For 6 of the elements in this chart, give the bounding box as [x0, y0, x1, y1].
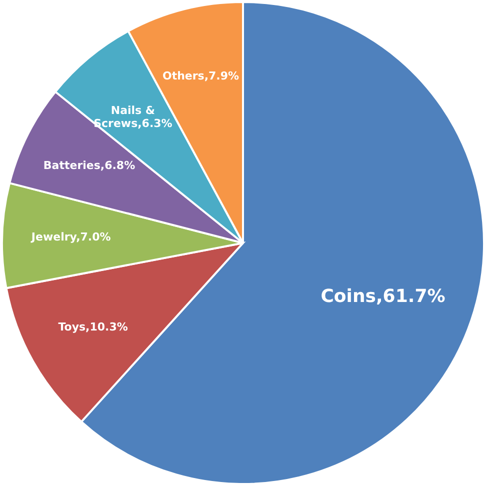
slice-label: Batteries,6.8%	[43, 158, 136, 172]
slice-label: Nails & Screws,6.3%	[94, 104, 172, 130]
slice-label: Toys,10.3%	[58, 320, 128, 334]
slice-label: Coins,61.7%	[320, 286, 446, 307]
slice-label: Others,7.9%	[162, 69, 240, 82]
slice-label: Jewelry,7.0%	[30, 230, 111, 244]
